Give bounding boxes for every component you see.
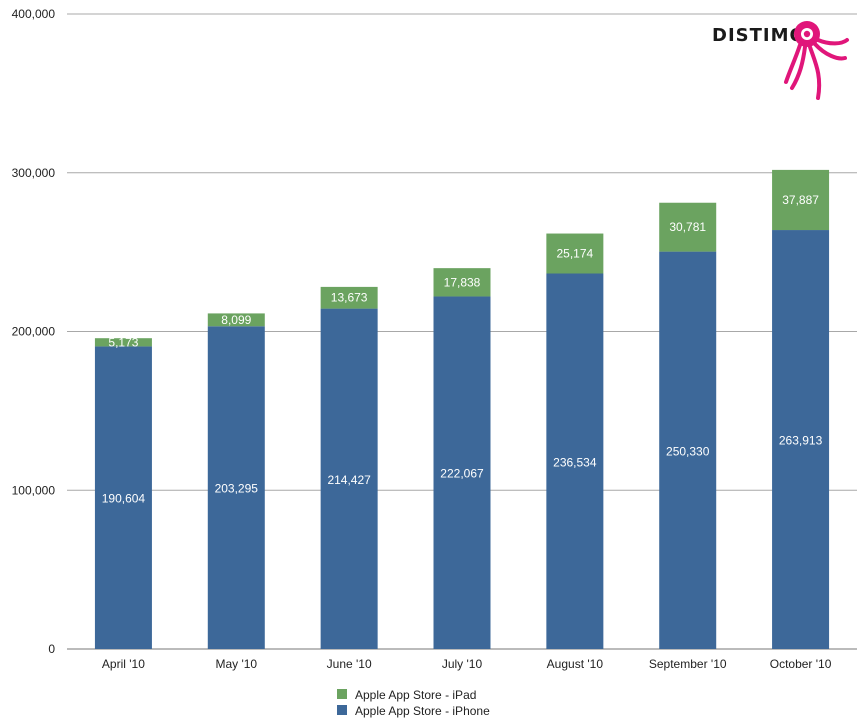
bar-value-label-ipad: 30,781 [669,220,706,234]
bar-value-label-ipad: 17,838 [444,275,481,289]
bar-segment-iphone [659,251,717,649]
distimo-logo: DISTIMO [712,21,849,100]
bar-value-label-ipad: 25,174 [557,247,594,261]
bar-segment-iphone [320,308,378,649]
bar-segment-iphone [207,326,265,649]
legend: Apple App Store - iPad Apple App Store -… [337,688,490,718]
bar-segment-ipad [207,313,265,327]
bar-segment-iphone [433,296,491,649]
bar-value-label-iphone: 222,067 [440,467,484,481]
legend-label-ipad: Apple App Store - iPad [355,688,476,702]
bar-value-label-iphone: 236,534 [553,455,597,469]
x-tick-label: July '10 [442,657,483,671]
legend-swatch-ipad [337,689,347,699]
x-tick-label: April '10 [102,657,145,671]
bar-value-label-iphone: 203,295 [215,482,259,496]
bar-segment-ipad [433,268,491,297]
bar-value-label-iphone: 250,330 [666,444,710,458]
bar-segment-ipad [94,338,152,347]
legend-label-iphone: Apple App Store - iPhone [355,704,490,718]
octopus-icon [784,21,849,100]
bar-segment-ipad [546,233,604,274]
bar-value-label-ipad: 5,173 [108,335,138,349]
x-tick-label: October '10 [770,657,832,671]
y-tick-label: 200,000 [12,325,56,339]
bar-value-label-ipad: 37,887 [782,193,819,207]
x-tick-label: June '10 [327,657,372,671]
bar-stacks: 190,604 5,173 203,295 8,099 214,427 13,673 222… [94,169,830,649]
bar-value-label-iphone: 263,913 [779,434,823,448]
y-tick-label: 300,000 [12,166,56,180]
y-tick-label: 400,000 [12,7,56,21]
legend-swatch-iphone [337,705,347,715]
bar-segment-ipad [320,286,378,309]
bar-segment-ipad [659,202,717,252]
x-tick-label: September '10 [649,657,727,671]
bar-segment-iphone [772,230,830,649]
y-tick-label: 0 [48,642,55,656]
bar-value-label-iphone: 214,427 [327,473,371,487]
bar-segment-ipad [772,169,830,231]
bar-value-label-ipad: 8,099 [221,313,251,327]
logo-wordmark: DISTIMO [712,25,806,46]
x-tick-label: August '10 [547,657,604,671]
bar-value-label-iphone: 190,604 [102,492,146,506]
bar-segment-iphone [94,346,152,649]
x-tick-label: May '10 [215,657,257,671]
y-axis-tick-labels: 0 100,000 200,000 300,000 400,000 [12,7,56,656]
y-tick-label: 100,000 [12,483,56,497]
bar-value-label-ipad: 13,673 [331,291,368,305]
x-axis-tick-labels: April '10 May '10 June '10 July '10 August '… [102,657,832,671]
bar-segment-iphone [546,273,604,649]
